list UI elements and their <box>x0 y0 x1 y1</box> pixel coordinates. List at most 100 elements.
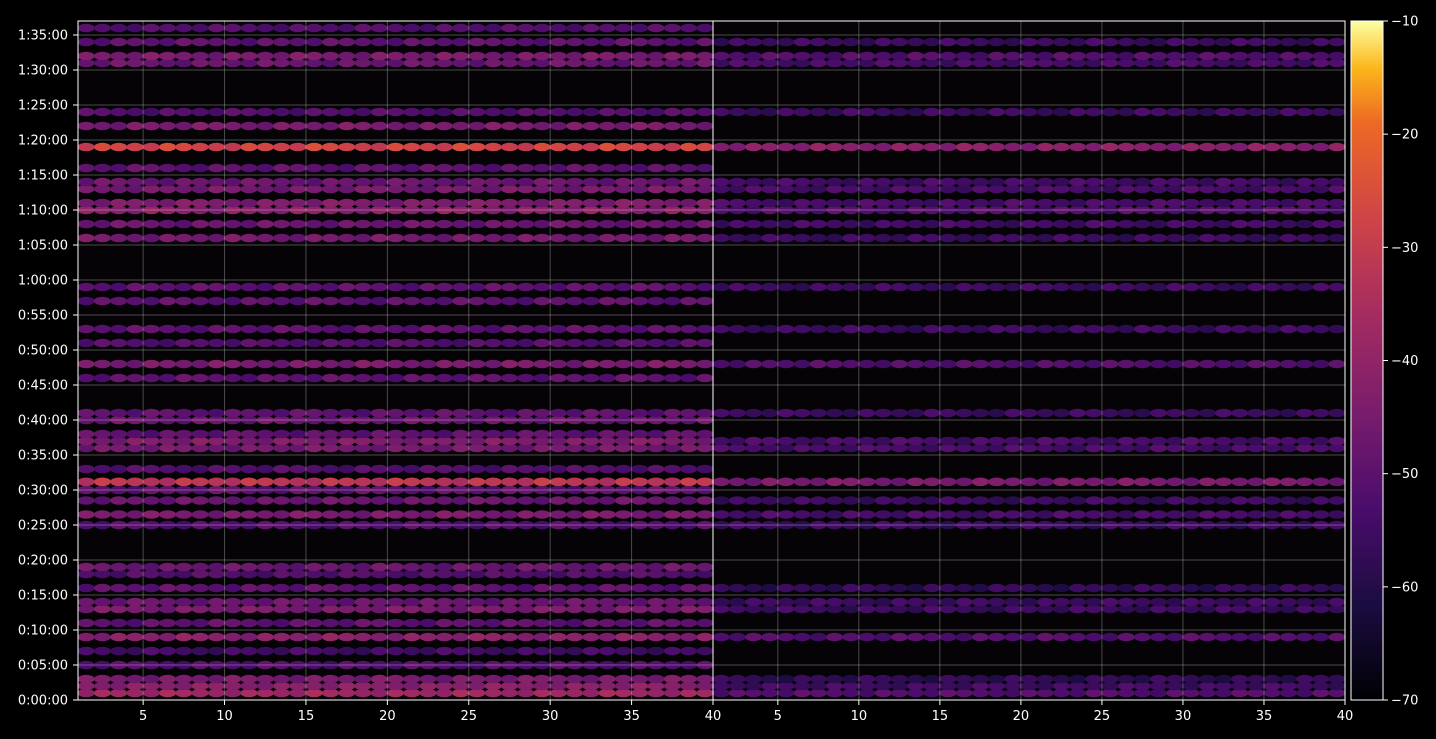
band-cell-left <box>484 23 502 33</box>
band-cell-right <box>1279 58 1297 68</box>
band-cell-left <box>680 688 698 698</box>
band-cell-right <box>1263 205 1281 215</box>
band-cell-left <box>517 485 535 495</box>
band-cell-left <box>614 282 632 292</box>
band-cell-left <box>663 233 681 243</box>
band-cell-left <box>305 37 323 47</box>
band-cell-left <box>614 520 632 530</box>
band-cell-left <box>321 496 339 505</box>
band-cell-right <box>890 688 908 698</box>
band-cell-right <box>955 324 973 334</box>
band-cell-left <box>680 618 698 628</box>
band-cell-right <box>777 604 795 614</box>
band-cell-right <box>1312 107 1330 117</box>
band-cell-right <box>1069 674 1087 684</box>
band-cell-right <box>971 219 989 229</box>
band-cell-right <box>826 477 843 487</box>
band-cell-left <box>631 359 649 369</box>
band-cell-left <box>224 510 242 519</box>
band-cell-left <box>175 569 193 579</box>
band-cell-right <box>1279 408 1297 418</box>
band-cell-left <box>77 443 95 453</box>
band-cell-left <box>338 177 356 187</box>
band-cell-right <box>1215 37 1232 47</box>
band-cell-left <box>240 359 258 369</box>
band-cell-left <box>501 569 518 579</box>
band-cell-right <box>712 604 730 614</box>
band-cell-right <box>1085 510 1103 519</box>
band-cell-left <box>631 233 649 243</box>
band-cell-right <box>1069 324 1087 334</box>
band-cell-left <box>354 646 372 656</box>
band-cell-right <box>728 142 746 152</box>
band-cell-left <box>533 674 551 684</box>
band-cell-left <box>289 233 307 243</box>
band-cell-left <box>110 496 128 505</box>
band-cell-left <box>289 121 307 131</box>
band-cell-left <box>647 429 665 439</box>
band-cell-left <box>321 233 339 243</box>
band-cell-left <box>370 464 388 474</box>
band-cell-left <box>663 282 681 292</box>
band-cell-right <box>1296 436 1313 446</box>
band-cell-left <box>614 597 632 607</box>
band-cell-left <box>175 583 193 593</box>
band-cell-left <box>370 296 388 306</box>
band-cell-left <box>598 562 616 572</box>
band-cell-left <box>256 23 274 33</box>
band-cell-right <box>1166 359 1184 369</box>
band-cell-left <box>484 296 502 306</box>
band-cell-right <box>1166 583 1184 593</box>
band-cell-left <box>614 464 632 474</box>
band-cell-right <box>826 436 843 446</box>
band-cell-left <box>419 177 437 187</box>
band-cell-left <box>77 23 95 33</box>
band-cell-left <box>598 121 616 131</box>
band-cell-right <box>712 496 730 505</box>
band-cell-left <box>240 338 258 348</box>
band-cell-left <box>110 205 128 215</box>
band-cell-left <box>175 477 193 487</box>
band-cell-left <box>419 142 437 152</box>
band-cell-left <box>370 674 388 684</box>
band-cell-left <box>663 142 681 152</box>
band-cell-right <box>1004 324 1022 334</box>
band-cell-right <box>971 477 989 487</box>
band-cell-left <box>142 58 160 68</box>
band-cell-right <box>923 142 941 152</box>
band-cell-left <box>598 618 616 628</box>
band-cell-right <box>1182 184 1200 194</box>
band-cell-left <box>126 688 144 698</box>
band-cell-left <box>126 477 144 487</box>
band-cell-left <box>256 37 274 47</box>
band-cell-left <box>289 107 307 117</box>
band-cell-right <box>1101 198 1119 208</box>
band-cell-left <box>663 184 681 194</box>
band-cell-right <box>1085 58 1103 68</box>
band-cell-left <box>159 184 177 194</box>
band-cell-left <box>501 415 518 425</box>
band-cell-right <box>874 184 892 194</box>
band-cell-right <box>761 324 779 334</box>
band-cell-left <box>273 688 290 698</box>
band-cell-left <box>387 583 404 593</box>
band-cell-left <box>370 569 388 579</box>
band-cell-right <box>1085 520 1103 530</box>
band-cell-right <box>939 205 957 215</box>
band-cell-right <box>1231 282 1249 292</box>
band-cell-left <box>549 233 567 243</box>
band-cell-right <box>1117 282 1135 292</box>
band-cell-left <box>370 429 388 439</box>
band-cell-left <box>93 359 111 369</box>
band-cell-left <box>517 163 535 173</box>
band-cell-right <box>1117 583 1135 593</box>
band-cell-left <box>419 205 437 215</box>
band-cell-left <box>582 583 600 593</box>
band-cell-left <box>370 510 388 519</box>
band-cell-left <box>273 496 290 505</box>
band-cell-left <box>419 51 437 61</box>
band-cell-left <box>582 632 600 642</box>
band-cell-left <box>273 510 290 519</box>
band-cell-left <box>696 681 714 691</box>
band-cell-right <box>728 233 746 243</box>
